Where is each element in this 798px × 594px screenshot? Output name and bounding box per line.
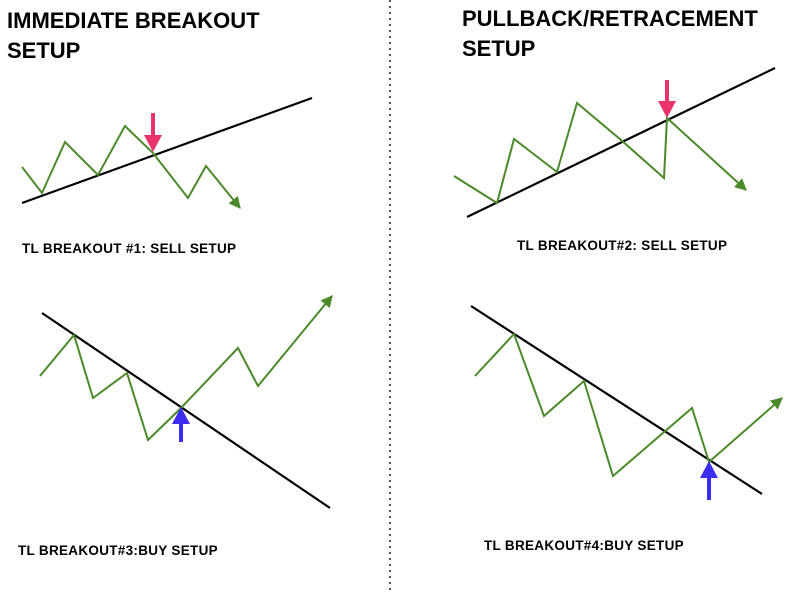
caption-breakout-3: TL BREAKOUT#3:BUY SETUP	[18, 543, 218, 558]
right-title-line1: PULLBACK/RETRACEMENT	[462, 6, 758, 31]
diagram-breakout-4	[470, 305, 783, 500]
down-arrow-icon	[658, 80, 676, 118]
left-title-line2: SETUP	[7, 38, 81, 63]
price-path-4	[474, 332, 783, 478]
right-panel-title: PULLBACK/RETRACEMENT SETUP	[462, 4, 758, 64]
right-title-line2: SETUP	[462, 36, 536, 61]
up-arrow-icon	[700, 461, 718, 500]
caption-breakout-1: TL BREAKOUT #1: SELL SETUP	[22, 241, 237, 256]
caption-breakout-4: TL BREAKOUT#4:BUY SETUP	[484, 538, 684, 553]
diagram-breakout-1	[21, 96, 313, 209]
trendline-2	[466, 67, 776, 218]
price-path-3	[39, 295, 333, 442]
diagram-breakout-2	[453, 67, 776, 218]
trendline-1	[21, 96, 313, 205]
down-arrow-icon	[144, 113, 162, 152]
trendline-4	[470, 305, 763, 495]
left-panel-title: IMMEDIATE BREAKOUT SETUP	[7, 6, 260, 66]
trendline-3	[41, 312, 331, 509]
caption-breakout-2: TL BREAKOUT#2: SELL SETUP	[517, 238, 728, 253]
diagram-breakout-3	[39, 295, 333, 509]
up-arrow-icon	[172, 407, 190, 442]
price-path-2	[453, 101, 747, 205]
left-title-line1: IMMEDIATE BREAKOUT	[7, 8, 260, 33]
price-path-1	[21, 124, 241, 209]
